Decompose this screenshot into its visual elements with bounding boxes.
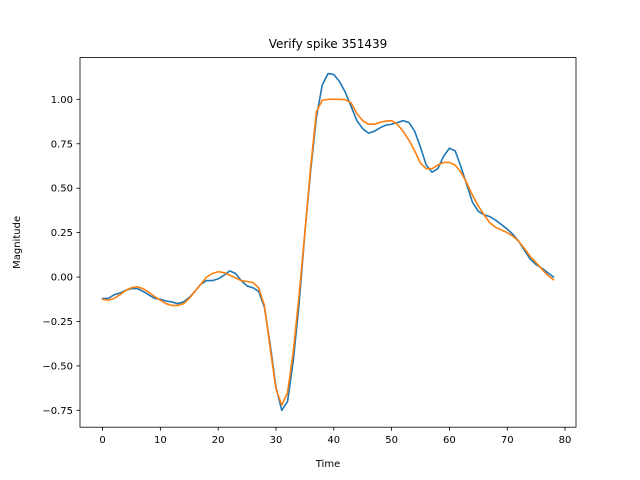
y-tick-label: −0.50 xyxy=(42,361,73,372)
x-tick-label: 0 xyxy=(99,435,105,446)
series-line-2 xyxy=(101,98,555,406)
x-tick-label: 80 xyxy=(559,435,572,446)
y-tick-label: 0.50 xyxy=(51,184,73,195)
x-tick-label: 20 xyxy=(212,435,225,446)
x-tick-label: 70 xyxy=(501,435,514,446)
y-axis-label: Magnitude xyxy=(12,216,23,269)
plot-area xyxy=(101,72,555,412)
chart-title: Verify spike 351439 xyxy=(269,37,388,51)
y-tick-label: −0.25 xyxy=(42,317,73,328)
y-tick-label: 1.00 xyxy=(51,95,73,106)
x-tick-label: 30 xyxy=(270,435,283,446)
y-tick-label: 0.75 xyxy=(51,139,73,150)
x-tick-label: 50 xyxy=(385,435,398,446)
y-tick-label: 0.00 xyxy=(51,273,73,284)
axes-frame xyxy=(79,57,577,428)
y-axis: −0.75 −0.50 −0.25 0.00 0.25 0.50 0.75 1.00 xyxy=(42,95,80,417)
y-tick-label: −0.75 xyxy=(42,406,73,417)
y-tick-label: 0.25 xyxy=(51,228,73,239)
x-tick-label: 10 xyxy=(154,435,167,446)
x-axis: 0 10 20 30 40 50 60 70 80 xyxy=(99,427,571,446)
x-tick-label: 60 xyxy=(443,435,456,446)
series-line-1 xyxy=(101,72,555,412)
x-tick-label: 40 xyxy=(327,435,340,446)
x-axis-label: Time xyxy=(315,459,340,470)
